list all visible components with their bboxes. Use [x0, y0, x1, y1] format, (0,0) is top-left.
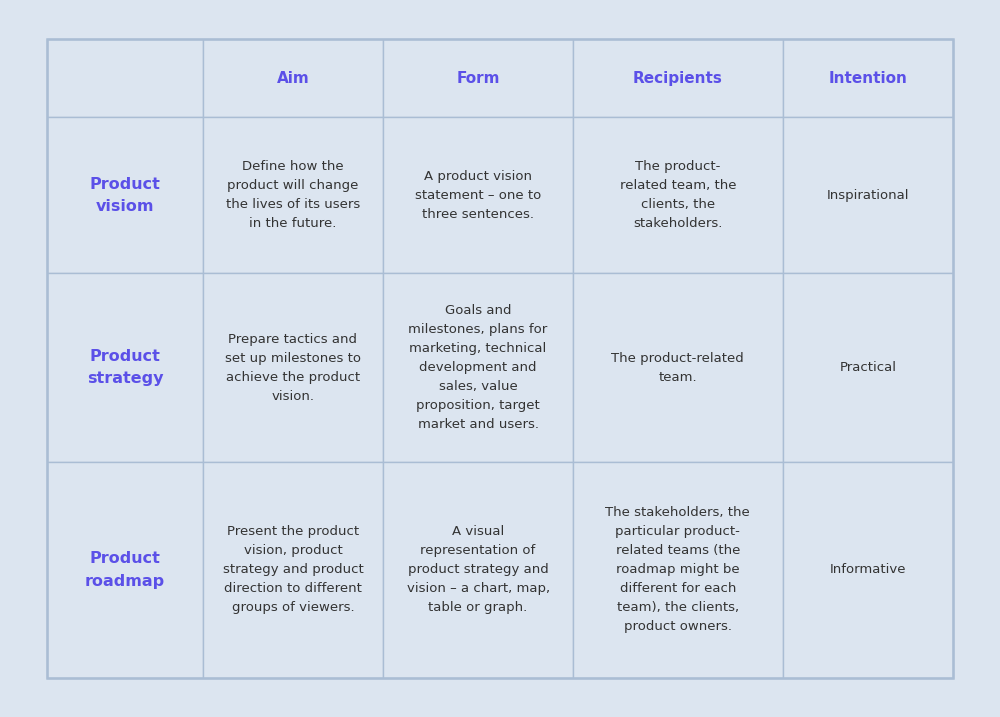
Bar: [573, 273, 783, 462]
Text: Product
strategy: Product strategy: [87, 349, 163, 386]
Text: Product
visiom: Product visiom: [89, 176, 160, 214]
Text: Recipients: Recipients: [633, 71, 723, 86]
Bar: [47, 462, 203, 678]
Bar: [573, 118, 783, 273]
Text: Intention: Intention: [828, 71, 907, 86]
Text: The stakeholders, the
particular product-
related teams (the
roadmap might be
di: The stakeholders, the particular product…: [605, 506, 750, 634]
Text: Form: Form: [456, 71, 500, 86]
Text: Goals and
milestones, plans for
marketing, technical
development and
sales, valu: Goals and milestones, plans for marketin…: [408, 304, 548, 431]
Bar: [203, 118, 383, 273]
Text: Product
roadmap: Product roadmap: [85, 551, 165, 589]
Text: Informative: Informative: [830, 564, 906, 576]
Text: Prepare tactics and
set up milestones to
achieve the product
vision.: Prepare tactics and set up milestones to…: [225, 333, 361, 403]
Text: Present the product
vision, product
strategy and product
direction to different
: Present the product vision, product stra…: [223, 526, 363, 614]
Bar: [783, 273, 953, 462]
Bar: [47, 118, 203, 273]
Bar: [783, 118, 953, 273]
Text: Practical: Practical: [839, 361, 896, 374]
Bar: [573, 462, 783, 678]
Bar: [203, 39, 383, 118]
Bar: [47, 39, 203, 118]
Bar: [383, 273, 573, 462]
Bar: [783, 462, 953, 678]
Text: A visual
representation of
product strategy and
vision – a chart, map,
table or : A visual representation of product strat…: [407, 526, 550, 614]
Text: The product-
related team, the
clients, the
stakeholders.: The product- related team, the clients, …: [620, 161, 736, 230]
Bar: [383, 462, 573, 678]
Bar: [47, 273, 203, 462]
Bar: [783, 39, 953, 118]
Bar: [47, 39, 953, 678]
Bar: [383, 118, 573, 273]
Bar: [573, 39, 783, 118]
Text: Inspirational: Inspirational: [827, 189, 909, 201]
Text: A product vision
statement – one to
three sentences.: A product vision statement – one to thre…: [415, 170, 541, 221]
Text: Aim: Aim: [277, 71, 309, 86]
Bar: [203, 462, 383, 678]
Text: The product-related
team.: The product-related team.: [611, 352, 744, 384]
Bar: [383, 39, 573, 118]
Text: Define how the
product will change
the lives of its users
in the future.: Define how the product will change the l…: [226, 161, 360, 230]
Bar: [203, 273, 383, 462]
